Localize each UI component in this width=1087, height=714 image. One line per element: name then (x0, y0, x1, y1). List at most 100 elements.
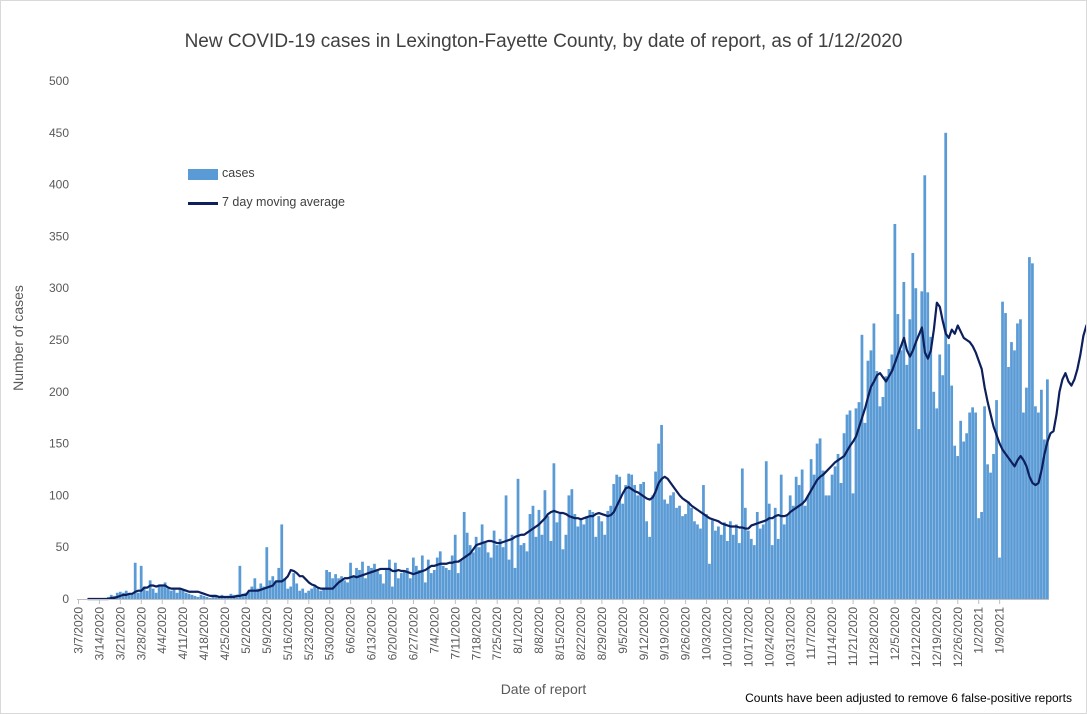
bar-cases-198 (669, 495, 672, 599)
bar-cases-134 (477, 547, 481, 599)
bar-cases-136 (483, 542, 487, 599)
bar-cases-234 (776, 538, 780, 599)
x-tick-label: 12/5/2020 (888, 607, 902, 661)
bar-cases-146 (513, 567, 517, 599)
bar-cases-75 (301, 588, 305, 599)
bar-cases-174 (597, 516, 601, 599)
x-tick-label: 7/4/2020 (427, 607, 441, 654)
bar-cases-301 (977, 518, 980, 599)
x-tick-label: 11/28/2020 (867, 607, 881, 666)
bar-cases-252 (830, 474, 834, 599)
bar-cases-104 (388, 559, 391, 599)
bar-cases-71 (289, 586, 293, 599)
bar-cases-204 (687, 501, 690, 599)
bar-cases-116 (423, 582, 427, 599)
bar-cases-248 (818, 438, 822, 599)
bar-cases-80 (316, 588, 320, 599)
x-tick-label: 8/1/2020 (511, 607, 525, 654)
bar-cases-42 (202, 595, 206, 599)
bar-cases-263 (863, 422, 867, 599)
bar-cases-166 (573, 514, 577, 599)
bar-cases-148 (519, 545, 523, 599)
bar-cases-277 (905, 364, 909, 599)
bar-cases-260 (854, 408, 858, 599)
bar-cases-124 (447, 569, 451, 599)
bar-cases-318 (1028, 257, 1031, 599)
bar-cases-30 (166, 588, 170, 599)
bar-cases-190 (645, 521, 648, 599)
bar-cases-259 (851, 493, 855, 599)
bar-cases-137 (486, 552, 490, 599)
bar-cases-55 (241, 593, 245, 599)
bar-cases-26 (154, 592, 158, 599)
x-tick-label: 1/2/2021 (972, 607, 986, 654)
bar-cases-109 (402, 569, 406, 599)
bar-cases-110 (405, 567, 409, 599)
bar-cases-171 (588, 509, 592, 599)
bar-cases-46 (214, 596, 218, 599)
bar-cases-323 (1043, 439, 1046, 599)
bar-cases-324 (1046, 379, 1049, 599)
bar-cases-219 (731, 534, 735, 599)
bar-cases-192 (651, 495, 654, 599)
bar-cases-123 (444, 567, 448, 599)
bar-cases-284 (926, 292, 930, 599)
bar-cases-120 (435, 557, 439, 599)
y-axis-label: Number of cases (10, 285, 26, 391)
bar-cases-91 (349, 562, 352, 599)
x-tick-label: 3/7/2020 (72, 607, 86, 654)
bar-cases-304 (986, 464, 989, 599)
bar-cases-173 (594, 536, 598, 599)
x-tick-label: 6/6/2020 (344, 607, 358, 654)
bar-cases-164 (567, 495, 571, 599)
legend-swatch-cases (188, 169, 218, 180)
legend-swatch-moving-average (188, 202, 218, 205)
bar-cases-34 (178, 588, 182, 599)
bar-cases-283 (923, 175, 927, 599)
bar-cases-296 (962, 441, 966, 599)
bar-cases-100 (376, 569, 379, 599)
bar-cases-83 (325, 569, 328, 599)
y-tick-label: 150 (49, 437, 69, 451)
bar-cases-141 (498, 538, 502, 599)
bar-cases-322 (1040, 389, 1043, 599)
bar-cases-211 (708, 563, 711, 599)
bar-cases-258 (848, 410, 852, 599)
bar-cases-271 (887, 369, 891, 599)
bar-cases-128 (459, 559, 463, 599)
bar-cases-265 (869, 350, 873, 599)
bar-cases-151 (528, 514, 532, 599)
bar-cases-147 (516, 478, 520, 599)
bar-cases-287 (935, 408, 939, 599)
y-tick-label: 450 (49, 126, 69, 140)
bar-cases-97 (367, 565, 370, 599)
bar-cases-92 (352, 576, 355, 599)
chart-title: New COVID-19 cases in Lexington-Fayette … (184, 31, 903, 52)
bar-cases-213 (714, 530, 717, 599)
bar-cases-293 (953, 445, 957, 599)
bar-cases-224 (746, 530, 750, 599)
bar-cases-126 (453, 534, 457, 599)
bar-cases-122 (441, 565, 445, 599)
bar-cases-54 (238, 565, 242, 599)
bar-cases-58 (250, 586, 254, 599)
x-tick-label: 3/28/2020 (134, 607, 148, 661)
x-tick-label: 3/21/2020 (113, 607, 127, 661)
bar-cases-59 (253, 578, 257, 599)
bar-cases-159 (552, 463, 556, 599)
x-tick-label: 8/15/2020 (553, 607, 567, 661)
bar-cases-36 (184, 592, 188, 599)
bar-cases-106 (394, 562, 397, 599)
bar-cases-194 (657, 443, 660, 599)
bar-cases-266 (872, 323, 876, 599)
bar-cases-227 (755, 511, 759, 599)
bar-cases-165 (570, 489, 574, 599)
bar-cases-129 (462, 511, 466, 599)
bar-cases-205 (690, 507, 693, 599)
bar-cases-132 (471, 552, 475, 599)
bar-cases-180 (615, 474, 619, 599)
bar-cases-78 (310, 588, 314, 599)
bar-cases-253 (833, 466, 837, 599)
bar-cases-44 (208, 597, 212, 599)
